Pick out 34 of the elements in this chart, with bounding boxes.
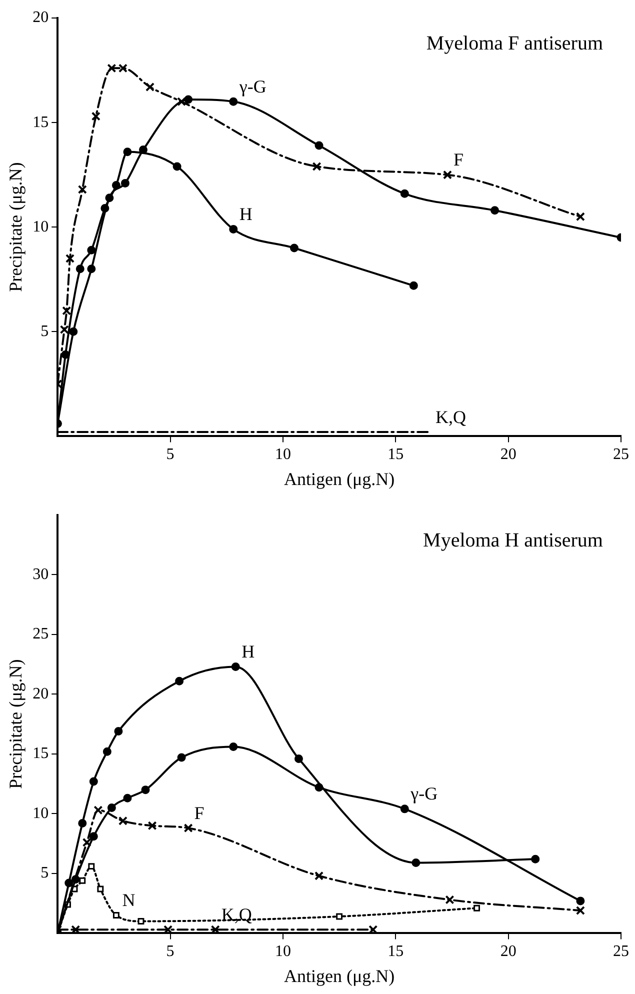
y-axis-title: Precipitate (μg.N) <box>6 659 26 789</box>
y-tick-label: 15 <box>32 745 49 762</box>
y-tick-label: 15 <box>32 114 49 131</box>
x-tick-label: 10 <box>274 446 291 464</box>
y-tick-label: 25 <box>32 626 49 643</box>
y-tick-label: 10 <box>32 218 49 236</box>
text: Myeloma H antiserum <box>423 529 604 552</box>
y-tick-label: 20 <box>32 9 49 26</box>
y-tick-label: 5 <box>40 322 49 340</box>
series-label: γ-G <box>410 784 438 804</box>
series-label: γ-G <box>238 76 266 96</box>
x-tick-label: 15 <box>388 943 404 960</box>
x-tick-label: 25 <box>613 446 629 464</box>
x-tick-label: 20 <box>500 943 516 960</box>
x-tick-label: 25 <box>613 943 629 960</box>
series-label: F <box>453 150 464 170</box>
x-tick-label: 15 <box>388 446 404 464</box>
x-tick-label: 20 <box>500 446 516 464</box>
y-tick-label: 30 <box>32 566 49 583</box>
y-tick-label: 5 <box>40 864 49 882</box>
series-label: N <box>122 890 136 910</box>
series-label: H <box>242 641 255 662</box>
x-tick-label: 10 <box>274 943 291 960</box>
y-tick-label: 20 <box>32 685 49 702</box>
x-tick-label: 5 <box>166 943 174 960</box>
series-label: K,Q <box>435 406 466 427</box>
x-axis-title: Antigen (μg.N) <box>284 468 395 489</box>
series-label: F <box>194 802 204 823</box>
series-label: H <box>239 204 252 224</box>
x-tick-label: 5 <box>166 446 174 464</box>
text: Myeloma F antiserum <box>426 32 604 54</box>
y-axis-title: Precipitate (μg.N) <box>6 162 26 292</box>
x-axis-title: Antigen (μg.N) <box>284 966 395 986</box>
y-tick-label: 10 <box>32 804 49 822</box>
